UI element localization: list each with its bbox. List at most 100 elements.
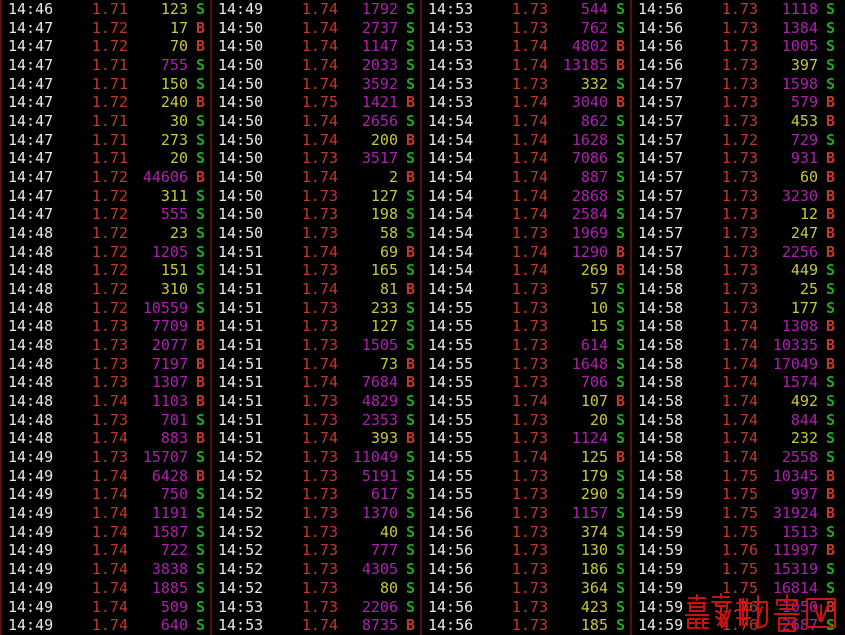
tape-row[interactable]: 14:50 1.74 2033 S <box>212 56 420 75</box>
tape-row[interactable]: 14:59 1.75 16814 S <box>632 579 840 598</box>
tape-row[interactable]: 14:54 1.74 269 B <box>422 261 630 280</box>
tape-row[interactable]: 14:49 1.74 750 S <box>2 485 210 504</box>
tape-row[interactable]: 14:59 1.76 11997 B <box>632 541 840 560</box>
tape-row[interactable]: 14:55 1.73 1648 S <box>422 355 630 374</box>
tape-row[interactable]: 14:56 1.73 1118 S <box>632 0 840 19</box>
tape-row[interactable]: 14:57 1.73 1598 S <box>632 75 840 94</box>
tape-row[interactable]: 14:47 1.71 150 S <box>2 75 210 94</box>
tape-row[interactable]: 14:58 1.74 232 S <box>632 429 840 448</box>
tape-row[interactable]: 14:51 1.74 73 B <box>212 355 420 374</box>
tape-row[interactable]: 14:50 1.73 3517 S <box>212 149 420 168</box>
tape-row[interactable]: 14:48 1.72 151 S <box>2 261 210 280</box>
tape-row[interactable]: 14:48 1.72 310 S <box>2 280 210 299</box>
tape-row[interactable]: 14:53 1.73 544 S <box>422 0 630 19</box>
tape-row[interactable]: 14:52 1.73 5191 S <box>212 467 420 486</box>
tape-row[interactable]: 14:56 1.73 185 S <box>422 616 630 635</box>
tape-row[interactable]: 14:49 1.74 1885 S <box>2 579 210 598</box>
tape-row[interactable]: 14:59 1.75 1513 S <box>632 523 840 542</box>
tape-row[interactable]: 14:50 1.75 1421 B <box>212 93 420 112</box>
tape-row[interactable]: 14:48 1.73 2077 B <box>2 336 210 355</box>
tape-row[interactable]: 14:58 1.74 1308 B <box>632 317 840 336</box>
tape-row[interactable]: 14:59 1.75 997 B <box>632 485 840 504</box>
tape-row[interactable]: 14:47 1.72 240 B <box>2 93 210 112</box>
tape-row[interactable]: 14:48 1.73 7197 B <box>2 355 210 374</box>
tape-row[interactable]: 14:50 1.74 200 B <box>212 131 420 150</box>
tape-row[interactable]: 14:58 1.75 10345 B <box>632 467 840 486</box>
tape-row[interactable]: 14:50 1.73 127 S <box>212 187 420 206</box>
tape-row[interactable]: 14:50 1.73 58 S <box>212 224 420 243</box>
tape-row[interactable]: 14:47 1.71 755 S <box>2 56 210 75</box>
tape-row[interactable]: 14:55 1.73 179 S <box>422 467 630 486</box>
tape-row[interactable]: 14:56 1.73 186 S <box>422 560 630 579</box>
tape-row[interactable]: 14:58 1.74 10335 B <box>632 336 840 355</box>
tape-row[interactable]: 14:51 1.74 393 B <box>212 429 420 448</box>
tape-row[interactable]: 14:55 1.73 15 S <box>422 317 630 336</box>
tape-row[interactable]: 14:56 1.73 423 S <box>422 598 630 617</box>
tape-row[interactable]: 14:56 1.73 397 S <box>632 56 840 75</box>
tape-row[interactable]: 14:53 1.74 4802 B <box>422 37 630 56</box>
tape-row[interactable]: 14:51 1.73 127 S <box>212 317 420 336</box>
tape-row[interactable]: 14:48 1.74 883 B <box>2 429 210 448</box>
tape-row[interactable]: 14:55 1.74 125 B <box>422 448 630 467</box>
tape-row[interactable]: 14:52 1.73 80 S <box>212 579 420 598</box>
tape-row[interactable]: 14:58 1.74 2558 S <box>632 448 840 467</box>
tape-row[interactable]: 14:51 1.73 4829 S <box>212 392 420 411</box>
tape-row[interactable]: 14:49 1.74 1792 S <box>212 0 420 19</box>
tape-row[interactable]: 14:57 1.73 3230 B <box>632 187 840 206</box>
tape-row[interactable]: 14:58 1.74 1574 S <box>632 373 840 392</box>
tape-row[interactable]: 14:56 1.73 1384 S <box>632 19 840 38</box>
tape-row[interactable]: 14:49 1.74 640 S <box>2 616 210 635</box>
tape-row[interactable]: 14:47 1.72 44606 B <box>2 168 210 187</box>
tape-row[interactable]: 14:50 1.74 3592 S <box>212 75 420 94</box>
tape-row[interactable]: 14:55 1.73 1124 S <box>422 429 630 448</box>
tape-row[interactable]: 14:52 1.73 617 S <box>212 485 420 504</box>
tape-row[interactable]: 14:57 1.73 453 B <box>632 112 840 131</box>
tape-row[interactable]: 14:48 1.74 1103 B <box>2 392 210 411</box>
tape-row[interactable]: 14:49 1.74 1191 S <box>2 504 210 523</box>
tape-row[interactable]: 14:47 1.72 311 S <box>2 187 210 206</box>
tape-row[interactable]: 14:54 1.74 887 S <box>422 168 630 187</box>
tape-row[interactable]: 14:50 1.74 2656 S <box>212 112 420 131</box>
tape-row[interactable]: 14:49 1.74 509 S <box>2 598 210 617</box>
tape-row[interactable]: 14:52 1.73 777 S <box>212 541 420 560</box>
tape-row[interactable]: 14:54 1.74 862 S <box>422 112 630 131</box>
tape-row[interactable]: 14:46 1.71 123 S <box>2 0 210 19</box>
tape-row[interactable]: 14:47 1.72 70 B <box>2 37 210 56</box>
tape-row[interactable]: 14:54 1.73 57 S <box>422 280 630 299</box>
tape-row[interactable]: 14:57 1.73 579 B <box>632 93 840 112</box>
tape-row[interactable]: 14:51 1.73 1505 S <box>212 336 420 355</box>
tape-row[interactable]: 14:51 1.73 165 S <box>212 261 420 280</box>
tape-row[interactable]: 14:47 1.71 30 S <box>2 112 210 131</box>
tape-row[interactable]: 14:54 1.73 1969 S <box>422 224 630 243</box>
tape-row[interactable]: 14:58 1.74 17049 B <box>632 355 840 374</box>
tape-row[interactable]: 14:58 1.73 177 S <box>632 299 840 318</box>
tape-row[interactable]: 14:50 1.74 1147 S <box>212 37 420 56</box>
tape-row[interactable]: 14:59 1.75 31924 B <box>632 504 840 523</box>
tape-row[interactable]: 14:56 1.73 364 S <box>422 579 630 598</box>
tape-row[interactable]: 14:52 1.73 40 S <box>212 523 420 542</box>
tape-row[interactable]: 14:53 1.73 762 S <box>422 19 630 38</box>
tape-row[interactable]: 14:58 1.73 25 S <box>632 280 840 299</box>
tape-row[interactable]: 14:54 1.74 1290 B <box>422 243 630 262</box>
tape-row[interactable]: 14:52 1.73 1370 S <box>212 504 420 523</box>
tape-row[interactable]: 14:56 1.73 374 S <box>422 523 630 542</box>
tape-row[interactable]: 14:49 1.74 3838 S <box>2 560 210 579</box>
tape-row[interactable]: 14:49 1.74 1587 S <box>2 523 210 542</box>
tape-row[interactable]: 14:51 1.73 2353 S <box>212 411 420 430</box>
tape-row[interactable]: 14:51 1.74 7684 B <box>212 373 420 392</box>
tape-row[interactable]: 14:55 1.74 107 B <box>422 392 630 411</box>
tape-row[interactable]: 14:56 1.73 130 S <box>422 541 630 560</box>
tape-row[interactable]: 14:55 1.73 706 S <box>422 373 630 392</box>
tape-row[interactable]: 14:50 1.73 198 S <box>212 205 420 224</box>
tape-row[interactable]: 14:55 1.73 10 S <box>422 299 630 318</box>
tape-row[interactable]: 14:56 1.73 1005 S <box>632 37 840 56</box>
tape-row[interactable]: 14:47 1.71 20 S <box>2 149 210 168</box>
tape-row[interactable]: 14:57 1.73 247 B <box>632 224 840 243</box>
tape-row[interactable]: 14:47 1.72 555 S <box>2 205 210 224</box>
tape-row[interactable]: 14:59 1.76 1050 B <box>632 598 840 617</box>
tape-row[interactable]: 14:48 1.72 10559 S <box>2 299 210 318</box>
tape-row[interactable]: 14:52 1.73 11049 S <box>212 448 420 467</box>
tape-row[interactable]: 14:57 1.73 12 B <box>632 205 840 224</box>
tape-row[interactable]: 14:58 1.73 449 S <box>632 261 840 280</box>
tape-row[interactable]: 14:57 1.73 60 B <box>632 168 840 187</box>
